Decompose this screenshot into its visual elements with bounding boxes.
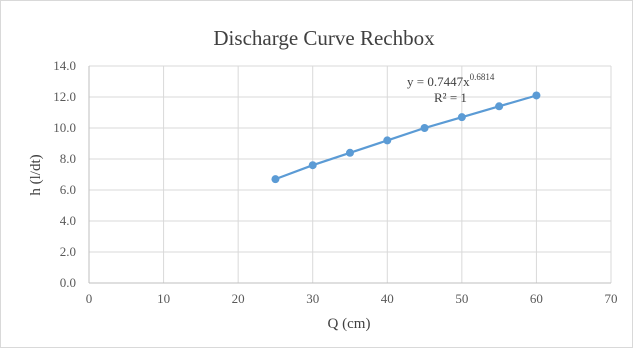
y-axis-label: h (l/dt) (28, 154, 44, 195)
trendline-equation: y = 0.7447x0.6814 (407, 72, 495, 89)
data-point (495, 102, 504, 111)
series-line (275, 94, 537, 181)
y-tick-label: 2.0 (60, 244, 76, 259)
data-point (457, 113, 466, 122)
x-tick-label: 60 (530, 291, 543, 306)
x-tick-label: 20 (232, 291, 245, 306)
x-tick-label: 10 (157, 291, 170, 306)
y-tick-label: 14.0 (53, 58, 76, 73)
x-tick-label: 70 (605, 291, 618, 306)
y-tick-label: 0.0 (60, 275, 76, 290)
y-tick-label: 6.0 (60, 182, 76, 197)
data-point (420, 124, 429, 132)
x-tick-label: 40 (381, 291, 394, 306)
tick-labels: 0.0 2.0 4.0 6.0 8.0 10.0 12.0 14.0 0 10 20 30 40 50 60… (53, 58, 617, 306)
data-point (383, 136, 392, 145)
data-point (271, 175, 280, 184)
data-point (346, 148, 354, 157)
data-series (271, 91, 541, 184)
x-tick-label: 30 (306, 291, 319, 306)
y-tick-label: 8.0 (60, 151, 76, 166)
x-tick-label: 50 (455, 291, 468, 306)
x-tick-label: 0 (86, 291, 93, 306)
chart-title: Discharge Curve Rechbox (213, 26, 435, 50)
trendline-r-squared: R² = 1 (434, 90, 467, 105)
x-axis-label: Q (cm) (328, 316, 371, 332)
y-tick-label: 10.0 (53, 120, 76, 135)
y-tick-label: 12.0 (53, 89, 76, 104)
y-tick-label: 4.0 (60, 213, 76, 228)
gridlines (89, 65, 612, 283)
axes (88, 66, 611, 284)
data-point (532, 91, 541, 100)
data-point (308, 161, 317, 170)
